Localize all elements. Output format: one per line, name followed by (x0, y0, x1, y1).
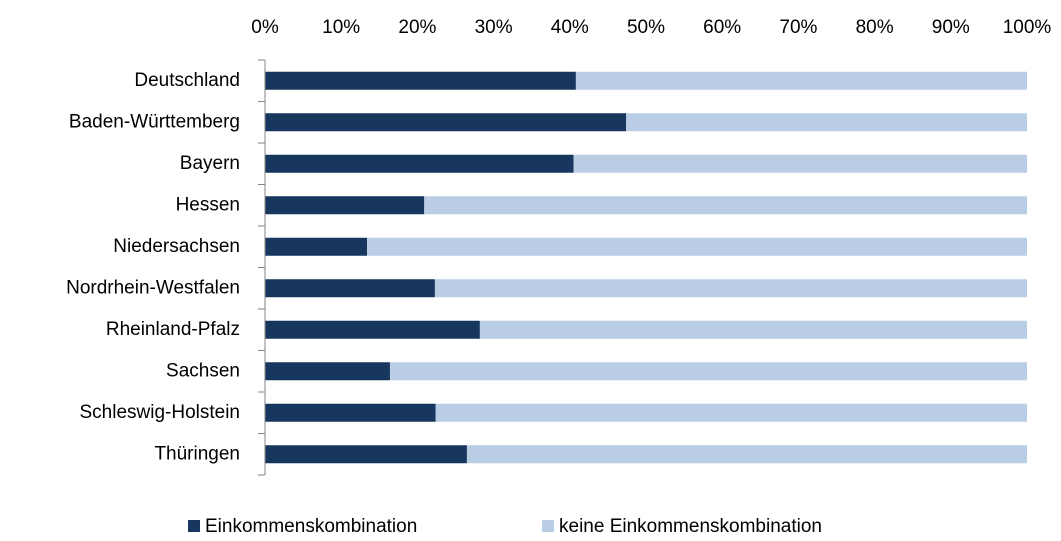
bar-segment (479, 320, 1027, 339)
bar-segment (265, 403, 436, 422)
x-tick-label: 0% (251, 17, 279, 38)
x-tick-label: 40% (551, 17, 589, 38)
x-tick-label: 10% (322, 17, 360, 38)
x-tick-label: 50% (627, 17, 665, 38)
bar-segment (435, 403, 1027, 422)
bar-segment (265, 279, 435, 298)
y-tick-label: Baden-Württemberg (69, 111, 240, 132)
bar-segment (389, 362, 1027, 381)
bar-segment (573, 154, 1027, 173)
bar-segment (434, 279, 1027, 298)
bar-segment (265, 445, 467, 464)
x-tick-label: 80% (856, 17, 894, 38)
bar-segment (265, 154, 574, 173)
bar-segment (265, 196, 425, 215)
y-tick-label: Nordrhein-Westfalen (66, 277, 240, 298)
bar-segment (626, 113, 1027, 132)
bar-segment (466, 445, 1027, 464)
bar-segment (265, 113, 627, 132)
legend-swatch (188, 520, 200, 532)
legend-label: Einkommenskombination (205, 516, 417, 537)
y-tick-label: Hessen (176, 194, 240, 215)
x-tick-label: 90% (932, 17, 970, 38)
x-tick-label: 100% (1003, 17, 1052, 38)
x-tick-label: 60% (703, 17, 741, 38)
y-tick-label: Schleswig-Holstein (79, 402, 240, 423)
y-tick-label: Rheinland-Pfalz (106, 319, 240, 340)
bar-segment (265, 71, 576, 90)
x-tick-label: 30% (475, 17, 513, 38)
legend-swatch (542, 520, 554, 532)
bar-segment (575, 71, 1027, 90)
x-tick-label: 70% (779, 17, 817, 38)
x-tick-label: 20% (398, 17, 436, 38)
bar-segment (367, 237, 1027, 256)
bar-segment (265, 237, 368, 256)
y-tick-label: Niedersachsen (113, 236, 240, 257)
bar-segment (265, 362, 390, 381)
y-tick-label: Sachsen (166, 360, 240, 381)
bar-segment (265, 320, 480, 339)
y-tick-label: Thüringen (154, 443, 240, 464)
y-tick-label: Bayern (180, 153, 240, 174)
y-tick-label: Deutschland (134, 70, 240, 91)
bar-segment (424, 196, 1027, 215)
legend-label: keine Einkommenskombination (559, 516, 822, 537)
